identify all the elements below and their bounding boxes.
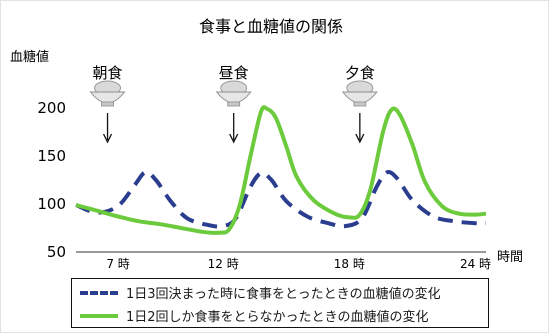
- meal-label-0: 朝食: [93, 64, 123, 82]
- x-tick-label-1: 12 時: [208, 257, 239, 271]
- legend-label-scheduled-meals: 1日3回決まった時に食事をとったときの血糖値の変化: [126, 287, 441, 302]
- meal-marker-0: 朝食: [89, 64, 126, 144]
- meal-label-2: 夕食: [345, 64, 375, 82]
- meal-marker-2: 夕食: [341, 64, 378, 144]
- x-axis-label: 時間: [497, 250, 523, 265]
- y-tick-label-200: 200: [37, 99, 66, 117]
- legend-solid-line-swatch: [80, 314, 118, 318]
- y-tick-label-150: 150: [37, 147, 66, 165]
- x-tick-label-3: 24 時: [460, 257, 491, 271]
- series-line-0: [75, 170, 487, 229]
- meal-arrow-head-1: [229, 133, 239, 144]
- y-tick-label-100: 100: [37, 195, 66, 213]
- rice-bowl-icon: [89, 80, 126, 107]
- meal-marker-1: 昼食: [215, 64, 252, 144]
- series-line-1: [75, 105, 487, 235]
- meal-arrow-head-2: [355, 133, 365, 144]
- x-tick-label-2: 18 時: [334, 257, 365, 271]
- legend-label-two-meals: 1日2回しか食事をとらなかったときの血糖値の変化: [126, 310, 429, 325]
- legend-item-two-meals: 1日2回しか食事をとらなかったときの血糖値の変化: [72, 304, 488, 326]
- rice-bowl-icon: [215, 80, 252, 107]
- meal-label-1: 昼食: [219, 64, 249, 82]
- x-tick-label-0: 7 時: [106, 257, 129, 271]
- y-axis-label: 血糖値: [10, 49, 49, 65]
- y-tick-label-50: 50: [47, 243, 66, 261]
- legend-dashed-line-swatch: [80, 291, 118, 295]
- legend-item-scheduled-meals: 1日3回決まった時に食事をとったときの血糖値の変化: [72, 281, 488, 303]
- meal-arrow-head-0: [102, 133, 113, 144]
- rice-bowl-icon: [341, 80, 378, 107]
- chart-title: 食事と血糖値の関係: [199, 17, 343, 36]
- legend: 1日3回決まった時に食事をとったときの血糖値の変化 1日2回しか食事をとらなかっ…: [71, 278, 489, 328]
